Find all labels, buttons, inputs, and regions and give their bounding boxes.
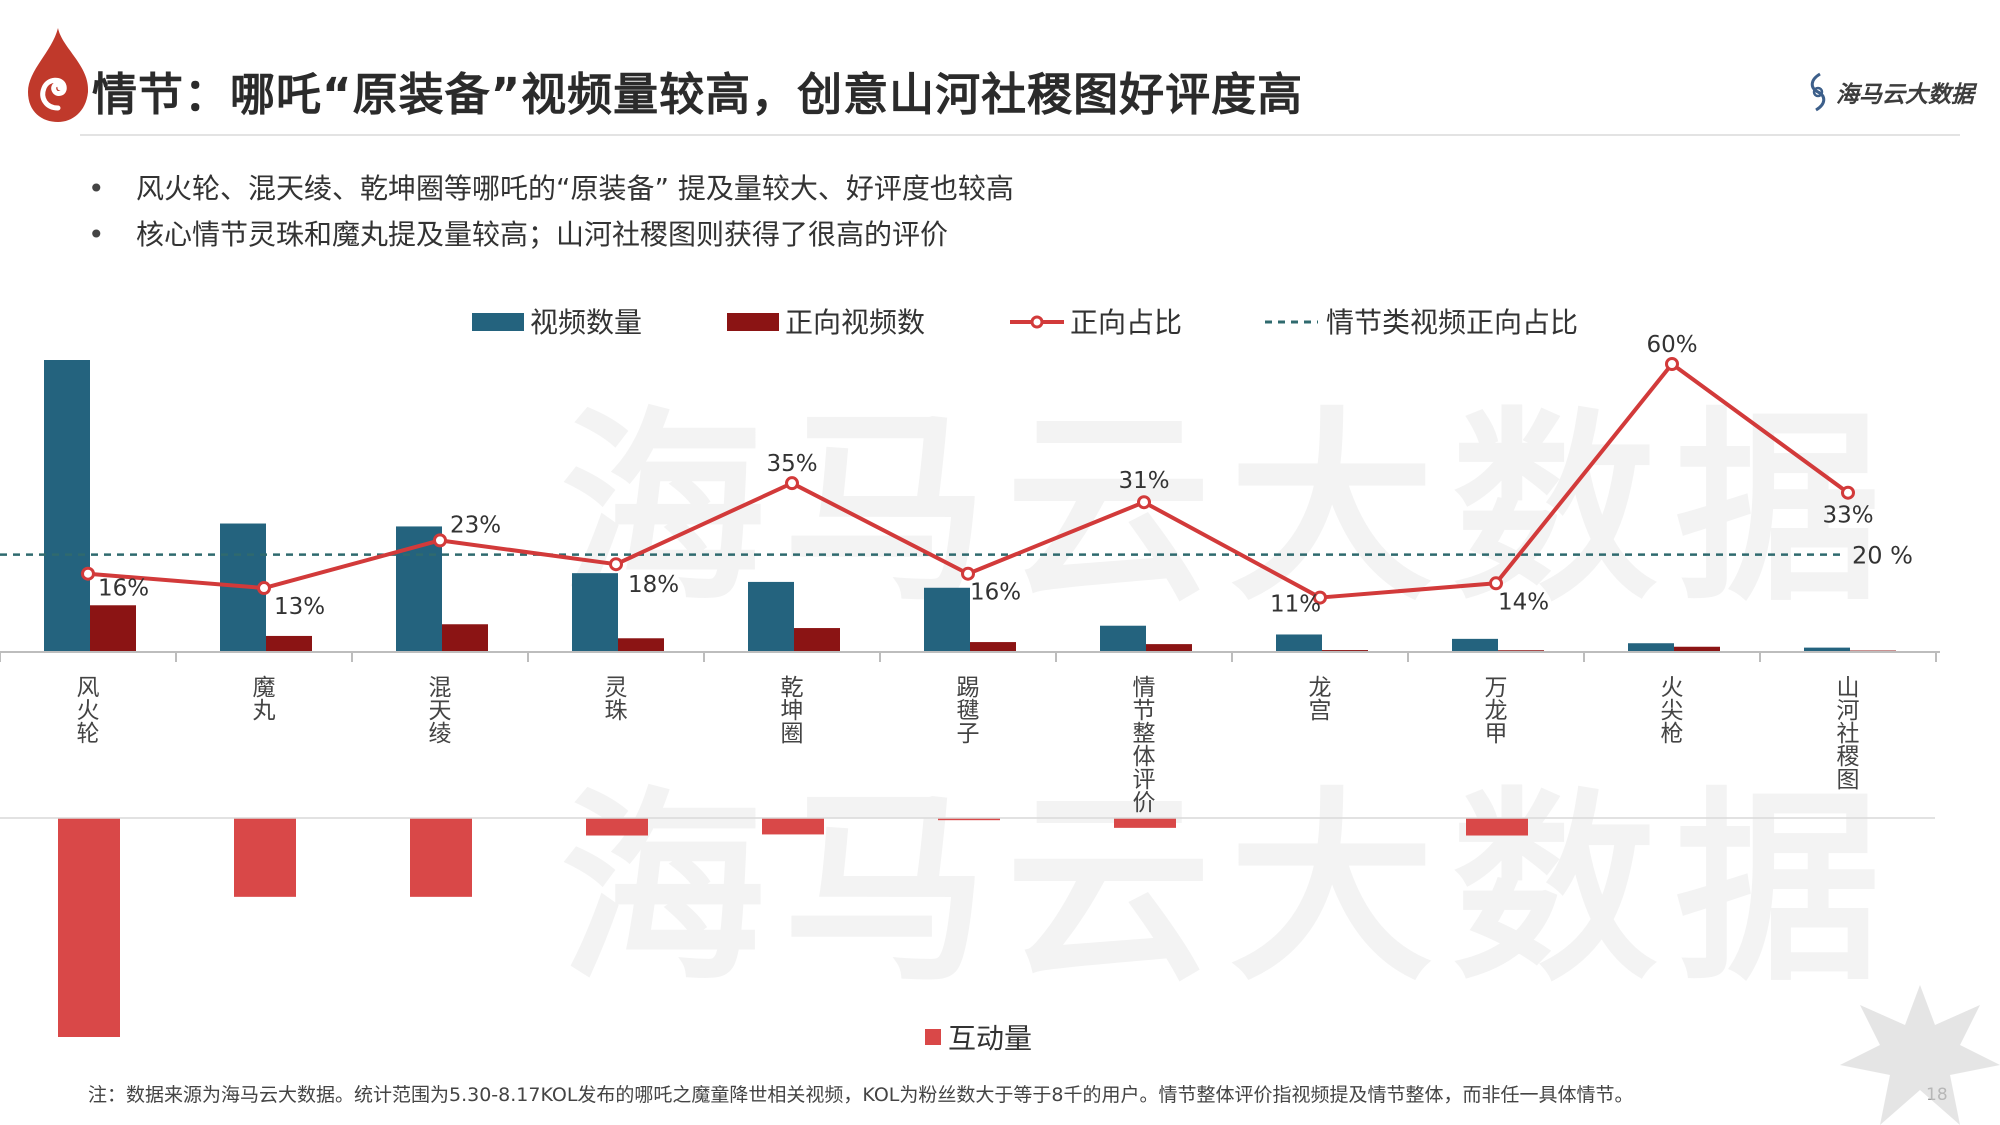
legend-label: 正向占比 xyxy=(1070,306,1182,339)
positive-video-bar xyxy=(970,642,1016,652)
ratio-label: 11% xyxy=(1270,592,1321,618)
video-count-bar xyxy=(924,587,970,652)
interaction-bar xyxy=(762,818,824,835)
legend-marker xyxy=(1030,315,1044,329)
ratio-point xyxy=(1665,357,1679,371)
category-axis: 风火轮 魔丸 混天绫 灵珠 乾坤圈 踢毽子 情节整体评价 龙宫 万龙甲 火尖枪 山河社稷图 xyxy=(0,651,1940,819)
ratio-point xyxy=(1313,590,1327,605)
legend-label: 互动量 xyxy=(948,1022,1032,1055)
category-label: 情节整体评价 xyxy=(1133,675,1156,816)
video-count-bar xyxy=(44,360,90,652)
ratio-label: 31% xyxy=(1118,468,1169,494)
legend-bottom: 互动量 xyxy=(925,1022,1032,1055)
interaction-bars xyxy=(58,818,1528,1037)
interaction-bar xyxy=(586,818,648,836)
legend-label: 正向视频数 xyxy=(785,306,925,339)
ratio-label: 14% xyxy=(1498,589,1549,615)
video-count-bar xyxy=(1628,643,1674,652)
legend-label: 视频数量 xyxy=(530,306,642,339)
interaction-bar xyxy=(938,818,1000,821)
ratio-label: 16% xyxy=(98,576,149,602)
category-label: 混天绫 xyxy=(429,675,452,747)
ratio-label: 23% xyxy=(450,512,501,538)
category-label: 魔丸 xyxy=(253,675,276,724)
ratio-label: 35% xyxy=(766,451,817,477)
positive-video-bar xyxy=(266,635,312,652)
ratio-label: 13% xyxy=(274,594,325,620)
brand-name: 海马云大数据 xyxy=(1836,82,1974,108)
category-label: 风火轮 xyxy=(77,675,100,747)
legend-swatch xyxy=(472,313,524,331)
positive-video-bar xyxy=(1146,644,1192,652)
ratio-point xyxy=(961,566,975,581)
category-label: 龙宫 xyxy=(1309,675,1332,724)
bullet-item: • 核心情节灵珠和魔丸提及量较高；山河社稷图则获得了很高的评价 xyxy=(88,218,949,251)
ratio-point xyxy=(433,533,447,548)
ratio-point xyxy=(785,476,799,491)
video-count-bar xyxy=(1452,638,1498,652)
category-label: 万龙甲 xyxy=(1485,675,1508,747)
interaction-bar xyxy=(1466,818,1528,836)
positive-video-bar xyxy=(618,638,664,652)
positive-video-bar xyxy=(794,628,840,652)
video-count-bar xyxy=(572,573,618,652)
watermark: 海马云大数据海马云大数据 xyxy=(560,391,1898,1009)
ratio-label: 60% xyxy=(1646,332,1697,358)
ratio-point xyxy=(1489,576,1503,591)
legend-label: 情节类视频正向占比 xyxy=(1326,306,1578,339)
ratio-point xyxy=(609,557,623,572)
interaction-bar xyxy=(234,818,296,897)
reference-label: 20 % xyxy=(1852,542,1913,570)
legend-swatch xyxy=(925,1029,941,1045)
positive-video-bar xyxy=(1674,646,1720,652)
ratio-label: 33% xyxy=(1822,503,1873,529)
ratio-point xyxy=(1841,485,1855,500)
footnote: 注：数据来源为海马云大数据。统计范围为5.30-8.17KOL发布的哪吒之魔童降… xyxy=(88,1084,1634,1106)
category-label: 山河社稷图 xyxy=(1837,675,1860,793)
positive-video-bar xyxy=(442,624,488,652)
ratio-label: 16% xyxy=(970,580,1021,606)
interaction-bar xyxy=(410,818,472,897)
interaction-bar xyxy=(58,818,120,1037)
legend-swatch xyxy=(727,313,779,331)
category-label: 乾坤圈 xyxy=(781,675,804,747)
interaction-bar xyxy=(1114,818,1176,828)
title-divider xyxy=(80,134,1960,136)
category-label: 踢毽子 xyxy=(957,675,980,747)
watermark-text: 海马云大数据 xyxy=(560,771,1898,1009)
video-count-bar xyxy=(1100,625,1146,652)
positive-ratio-line: 16% 13% 23% 18% 35% 16% 31% 11% 14% 60% 33% xyxy=(81,332,1874,620)
video-count-bar xyxy=(748,581,794,652)
positive-video-bar xyxy=(90,605,136,652)
brand-swirl-icon xyxy=(1810,72,1826,112)
ratio-point xyxy=(1137,495,1151,510)
video-count-bar xyxy=(1804,647,1850,652)
ratio-label: 18% xyxy=(628,572,679,598)
ratio-point xyxy=(257,581,271,596)
legend-top: 视频数量 正向视频数 正向占比 情节类视频正向占比 xyxy=(472,306,1578,339)
bullet-item: • 风火轮、混天绫、乾坤圈等哪吒的“原装备” 提及量较大、好评度也较高 xyxy=(88,172,1014,205)
bullet-list: • 风火轮、混天绫、乾坤圈等哪吒的“原装备” 提及量较大、好评度也较高 • 核心情节… xyxy=(88,166,1014,258)
category-label: 火尖枪 xyxy=(1661,675,1684,747)
flower-decoration-icon xyxy=(1840,985,2000,1125)
reference-line: 20 % xyxy=(0,542,1913,570)
category-label: 灵珠 xyxy=(605,675,628,724)
video-count-bar xyxy=(1276,634,1322,652)
flame-logo-icon xyxy=(28,28,89,122)
page-title: 情节：哪吒“原装备”视频量较高，创意山河社稷图好评度高 xyxy=(92,68,1304,121)
brand-logo: 海马云大数据 xyxy=(1806,72,1974,112)
ratio-point xyxy=(81,566,95,581)
